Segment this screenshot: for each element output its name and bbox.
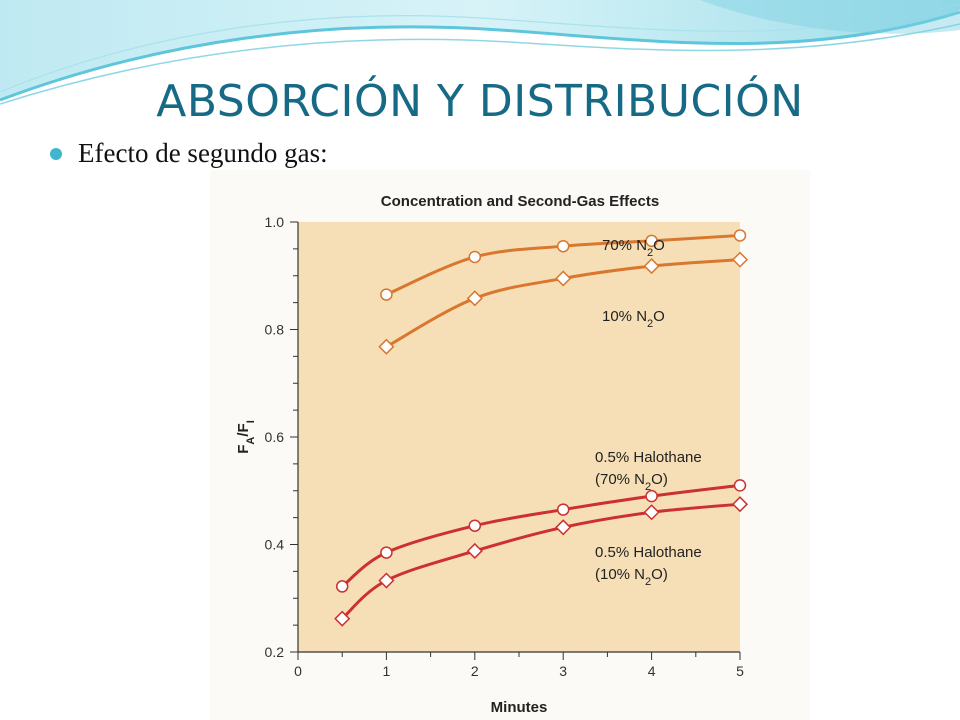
bullet-dot-icon [50,147,62,160]
x-axis-label: Minutes [491,699,548,716]
line-chart: Concentration and Second-Gas Effects 0.2 0… [235,193,749,716]
x-tick-label: 1 [383,663,391,679]
data-point-diamond [378,338,395,355]
data-point-circle [733,479,747,492]
data-point-circle [380,546,393,559]
y-tick-label: 0.2 [265,644,285,660]
chart-figure: Concentration and Second-Gas Effects 0.2 0… [210,170,810,720]
series-label: 0.5% Halothane [595,449,702,466]
y-axis-label: FA/FI [235,420,257,454]
data-point-circle [645,234,658,248]
x-tick-label: 4 [648,663,656,679]
bullet-item: Efecto de segundo gas: [50,138,328,169]
bullet-text: Efecto de segundo gas: [78,138,328,168]
x-tick-label: 0 [294,663,302,679]
x-tick-label: 5 [736,663,744,679]
data-point-circle [733,229,747,242]
header-wave-decoration [0,0,960,105]
series-label: (70% N2O) [595,471,668,493]
y-tick-label: 0.8 [265,322,285,338]
data-point-diamond [731,251,749,268]
data-point-circle [335,580,349,593]
y-tick-label: 0.6 [265,429,285,445]
data-point-circle [468,519,482,532]
series-label: (10% N2O) [595,566,668,588]
data-point-diamond [731,496,749,513]
data-point-circle [645,489,658,503]
chart-title: Concentration and Second-Gas Effects [381,193,659,210]
y-tick-label: 0.4 [265,537,285,553]
data-point-diamond [643,504,660,521]
data-point-circle [380,288,393,301]
data-point-diamond [555,519,572,536]
slide-title: ABSORCIÓN Y DISTRIBUCIÓN [156,76,804,127]
data-point-circle [556,239,570,253]
data-point-diamond [334,610,351,627]
data-point-circle [468,250,482,264]
series-label: 70% N2O [602,237,665,259]
y-tick-label: 1.0 [265,214,285,230]
data-point-diamond [378,572,395,589]
series-label: 10% N2O [602,308,665,330]
data-point-circle [556,503,570,516]
data-point-diamond [643,258,660,275]
data-point-diamond [555,270,572,287]
data-point-diamond [466,542,483,560]
data-point-diamond [466,290,483,307]
x-tick-label: 3 [559,663,567,679]
series-label: 0.5% Halothane [595,544,702,561]
plot-area [298,222,740,652]
x-tick-label: 2 [471,663,479,679]
